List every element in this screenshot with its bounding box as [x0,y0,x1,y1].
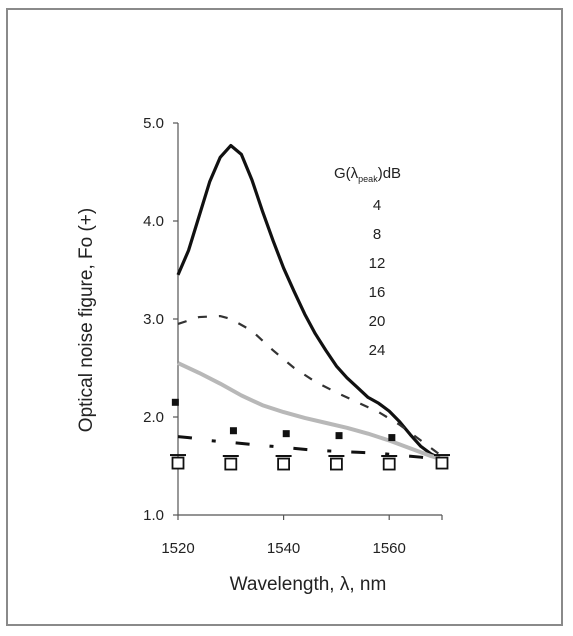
series-8-point [388,434,396,442]
series-4-point [382,457,396,471]
y-ticks: 1.0 2.0 3.0 4.0 5.0 [143,115,178,524]
series-4-point [329,457,343,471]
legend-label: 8 [373,226,381,243]
series-4-point [277,457,291,471]
series-12-line [177,435,443,462]
legend-label: 20 [369,313,386,330]
x-tick-label: 1520 [161,540,194,557]
x-tick-label: 1560 [373,540,406,557]
series-20-line [177,314,443,458]
series-16-line [177,361,443,462]
series-4-point [171,456,185,470]
y-axis-label: Optical noise figure, Fo (+) [76,208,97,432]
noise-figure-chart: 1.0 2.0 3.0 4.0 5.0 1520 1540 1560 Optical noi… [76,115,450,595]
legend: G(λpeak)dB 4 8 12 16 20 24 [334,165,401,359]
series-8-point [282,430,290,438]
legend-label: 16 [369,284,386,301]
series-8-point [229,427,237,435]
series-4-point [435,456,449,470]
legend-labels: 4 8 12 16 20 24 [369,197,386,359]
series-group [170,143,450,471]
y-tick-label: 5.0 [143,115,164,132]
x-ticks: 1520 1540 1560 [161,515,443,557]
legend-title: G(λpeak)dB [334,165,401,184]
x-axis-label: Wavelength, λ, nm [230,574,387,595]
legend-label: 12 [369,255,386,272]
y-tick-label: 3.0 [143,311,164,328]
figure-frame: 1.0 2.0 3.0 4.0 5.0 1520 1540 1560 Optical noi… [6,8,563,626]
x-tick-label: 1540 [267,540,300,557]
series-24-line [176,143,443,461]
series-4-point [224,457,238,471]
y-tick-label: 2.0 [143,409,164,426]
legend-label: 4 [373,197,381,214]
legend-label: 24 [369,342,386,359]
y-tick-label: 4.0 [143,213,164,230]
series-8-point [335,432,343,440]
y-tick-label: 1.0 [143,507,164,524]
series-8-point [171,398,179,406]
